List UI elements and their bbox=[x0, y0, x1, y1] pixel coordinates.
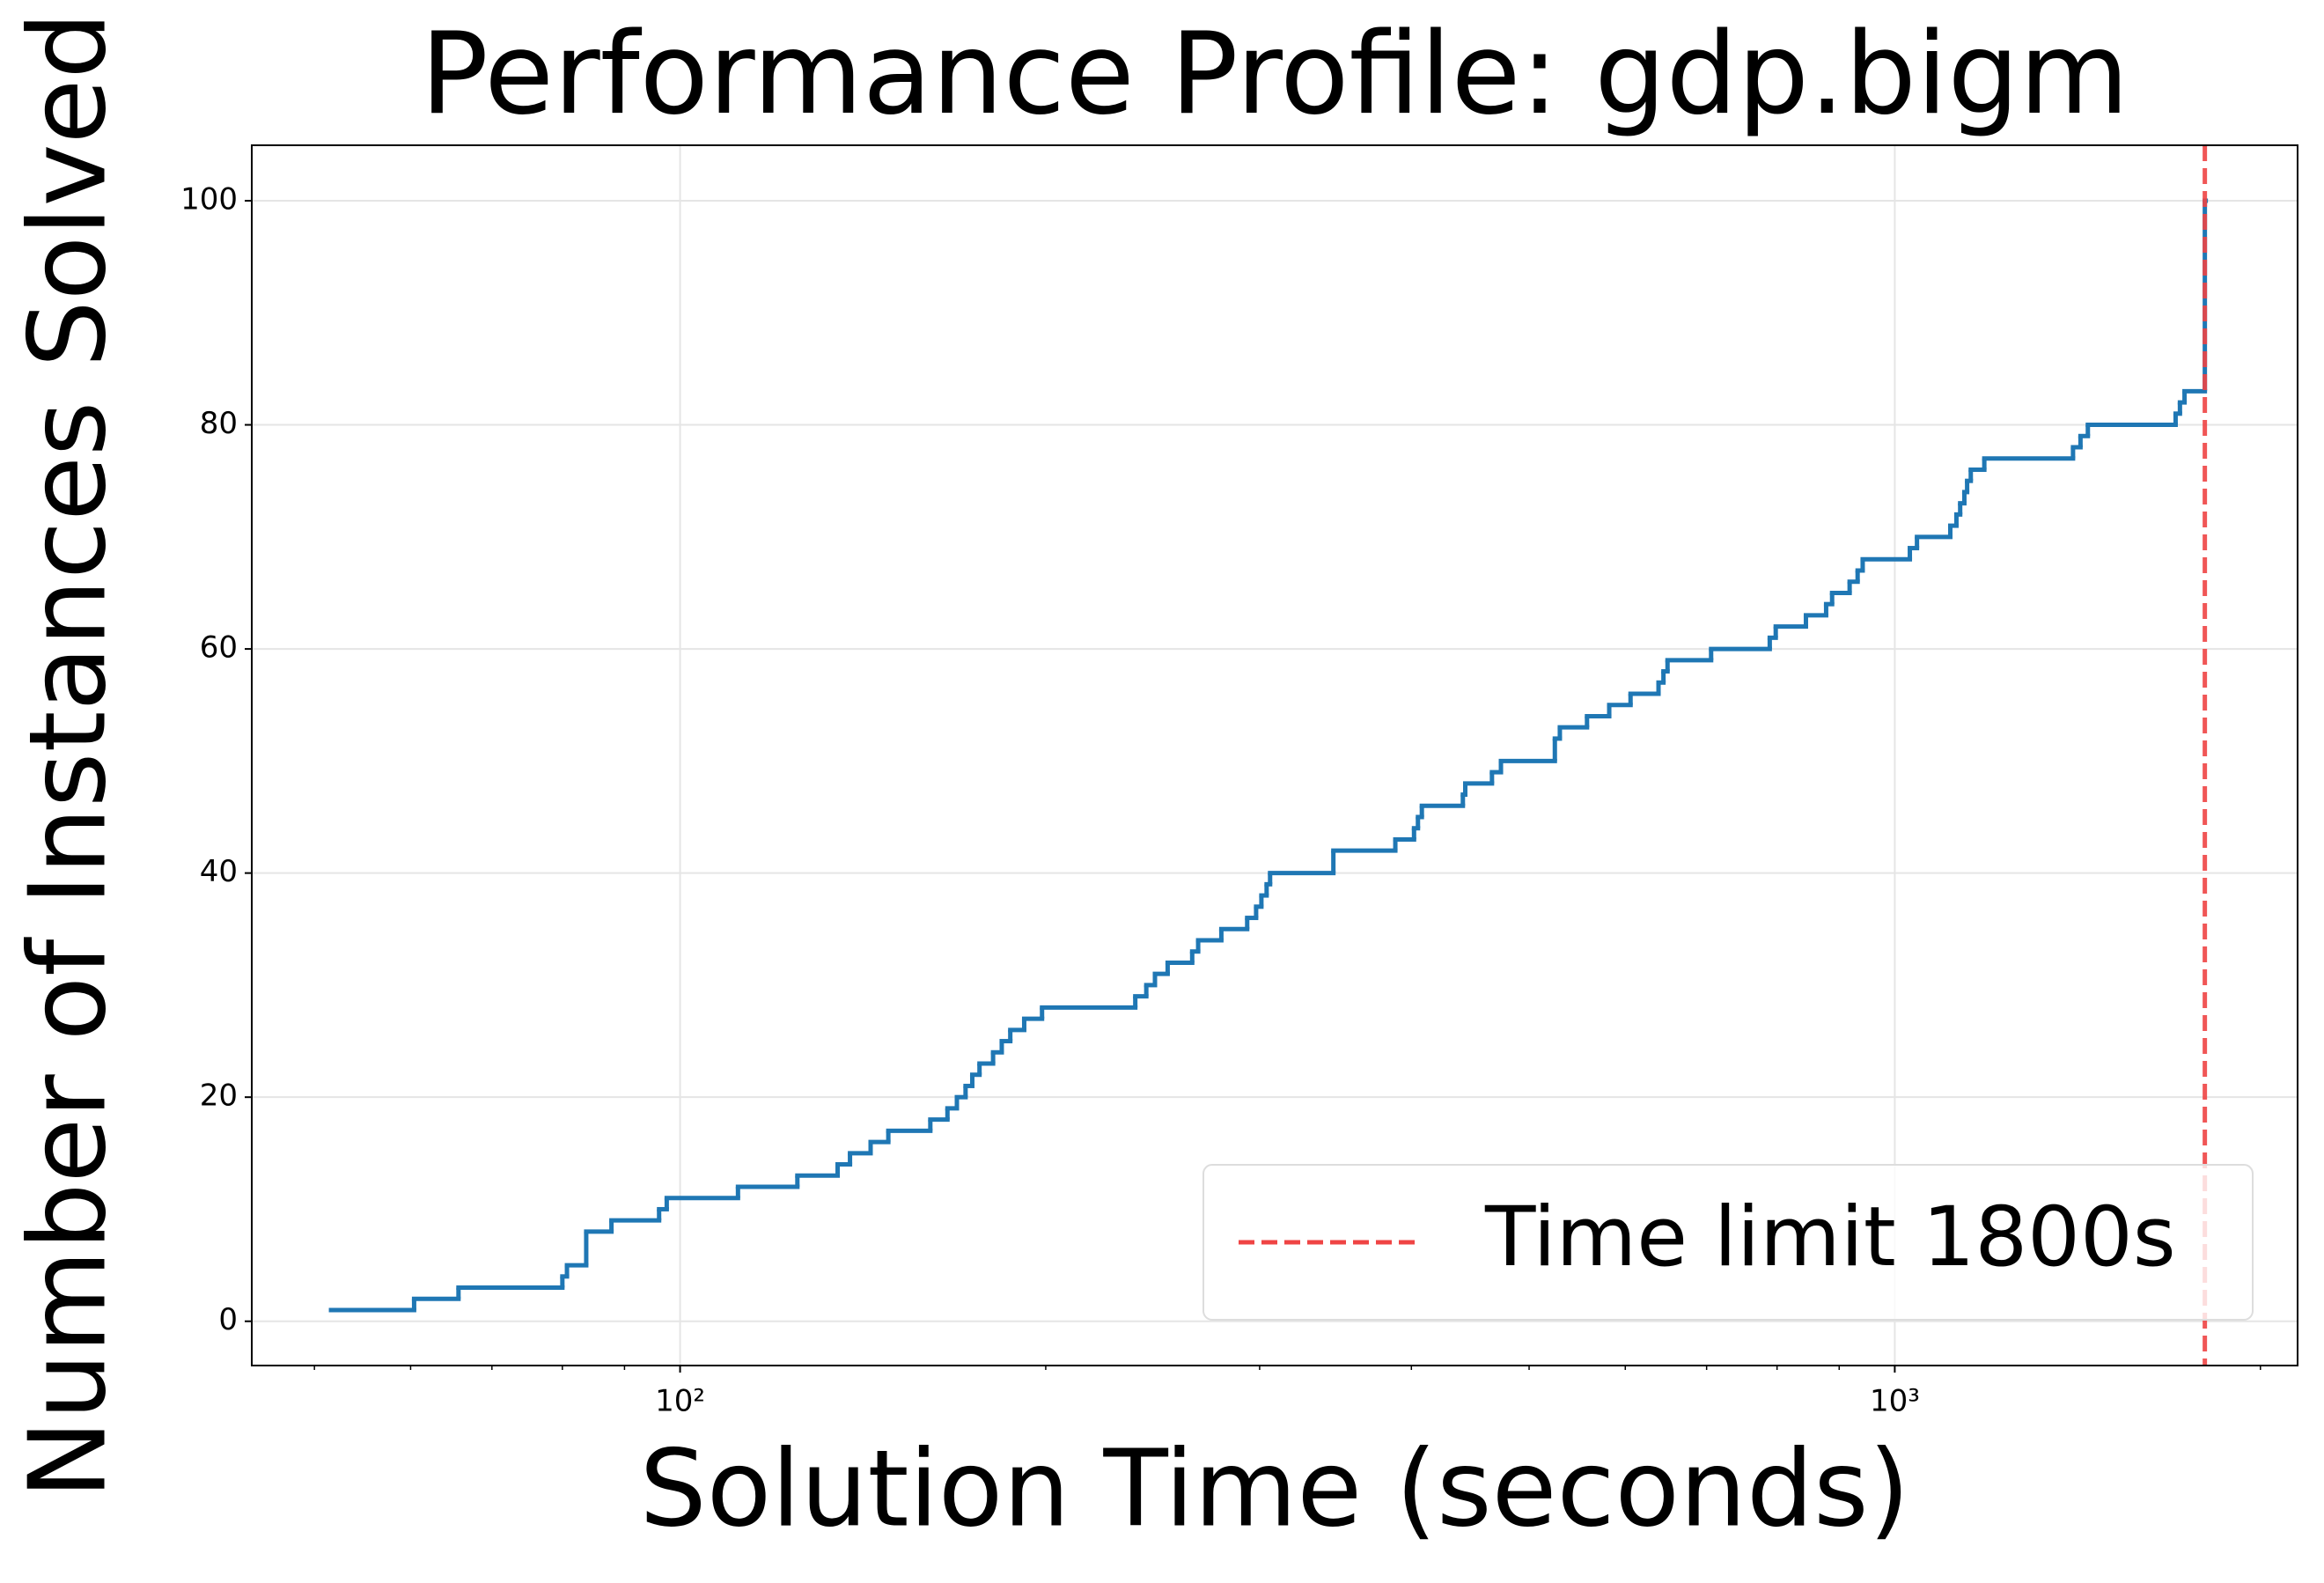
legend-label: Time limit 1800s bbox=[1484, 1189, 2176, 1285]
chart-title: Performance Profile: gdp.bigm bbox=[421, 9, 2129, 140]
plot-frame bbox=[251, 144, 2298, 1366]
legend-box bbox=[1202, 1164, 2254, 1321]
y-tick-label: 0 bbox=[218, 1302, 238, 1337]
series-line bbox=[328, 198, 2209, 1313]
x-tick-label: 10³ bbox=[1870, 1384, 1920, 1419]
y-tick-label: 20 bbox=[200, 1079, 238, 1114]
y-tick-label: 60 bbox=[200, 630, 238, 666]
x-axis-label: Solution Time (seconds) bbox=[640, 1429, 1910, 1551]
y-axis-label: Number of Instances Solved bbox=[8, 11, 130, 1498]
x-tick-label: 10² bbox=[655, 1384, 705, 1419]
y-tick-label: 40 bbox=[200, 854, 238, 889]
y-tick-label: 100 bbox=[180, 182, 238, 217]
y-tick-label: 80 bbox=[200, 406, 238, 441]
